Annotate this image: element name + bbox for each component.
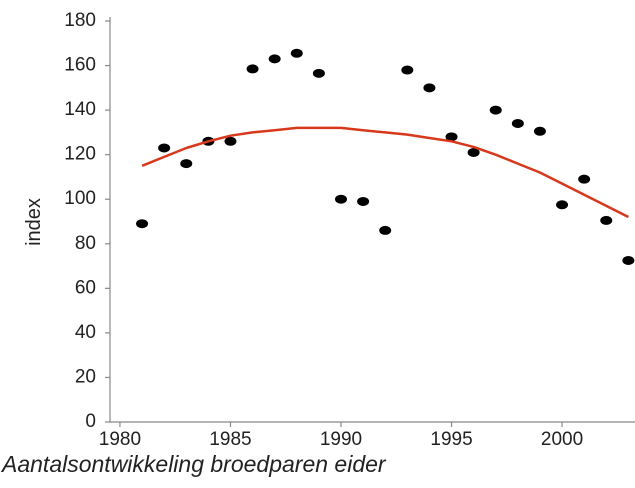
y-axis-label: index: [23, 198, 45, 246]
y-tick-label: 60: [75, 277, 96, 298]
data-point: [467, 147, 480, 157]
data-point: [622, 255, 635, 265]
trend-line: [141, 126, 629, 219]
y-tick-label: 120: [64, 144, 96, 165]
data-point: [246, 64, 259, 74]
data-point: [423, 83, 436, 93]
x-tick-label: 1980: [99, 429, 141, 450]
data-point: [335, 194, 347, 204]
data-point: [290, 48, 303, 58]
y-tick-label: 160: [64, 55, 96, 76]
data-point: [556, 200, 569, 210]
data-point: [180, 159, 193, 169]
data-point: [158, 143, 171, 153]
data-point: [357, 196, 370, 206]
data-point: [489, 105, 502, 115]
data-point: [578, 174, 591, 184]
y-tick-label: 180: [64, 10, 96, 31]
data-point: [312, 68, 325, 78]
y-tick-label: 140: [64, 99, 96, 120]
y-tick-label: 40: [75, 322, 96, 343]
chart-title: Aantalsontwikkeling broedparen eider: [0, 451, 387, 477]
x-tick-label: 1995: [430, 429, 472, 450]
data-point: [268, 54, 281, 64]
y-tick-label: 20: [75, 366, 96, 387]
data-point: [224, 136, 237, 146]
x-tick-label: 1985: [209, 429, 251, 450]
data-point: [136, 219, 149, 229]
data-point: [445, 132, 458, 142]
y-tick-label: 100: [64, 188, 96, 209]
y-tick-label: 80: [75, 233, 96, 254]
data-point: [511, 118, 524, 128]
y-tick-label: 0: [85, 411, 96, 432]
x-tick-label: 1990: [320, 429, 362, 450]
data-point: [600, 215, 613, 225]
data-point: [401, 65, 414, 75]
data-point: [533, 126, 546, 136]
x-tick-label: 2000: [541, 429, 583, 450]
data-point: [379, 225, 392, 235]
